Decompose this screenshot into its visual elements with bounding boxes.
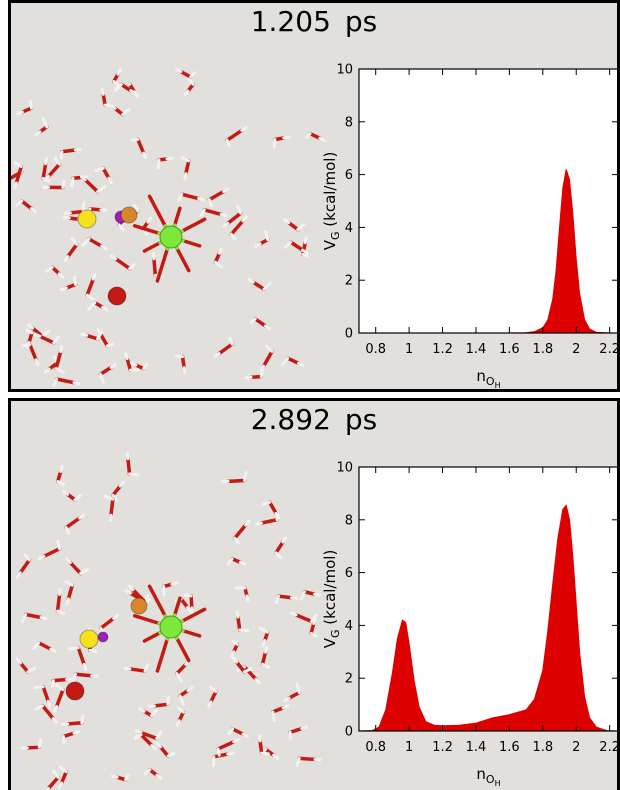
y-tick-label: 0 bbox=[345, 725, 353, 740]
phosphorus-atom-icon bbox=[130, 597, 148, 615]
x-tick-label: 1.2 bbox=[432, 342, 453, 357]
x-axis-title: nOH bbox=[476, 765, 500, 788]
y-tick-label: 2 bbox=[345, 274, 353, 289]
panel-top: 1.205 ps 0.8 1 1.2 1.4 1.6 1.8 2 2.2 0 2 4 6 8 10 nOH VG… bbox=[8, 0, 620, 392]
sulfur-atom-icon bbox=[77, 209, 97, 229]
x-tick-label: 1.4 bbox=[466, 740, 487, 755]
y-tick-label: 2 bbox=[345, 672, 353, 687]
water-molecules bbox=[11, 67, 326, 387]
y-tick-label: 4 bbox=[345, 619, 353, 634]
y-axis-title: VG (kcal/mol) bbox=[321, 152, 342, 251]
free-energy-area bbox=[359, 169, 617, 334]
y-tick-label: 6 bbox=[345, 168, 353, 183]
plot-frame bbox=[358, 68, 617, 334]
time-unit: ps bbox=[344, 403, 378, 436]
y-tick-label: 10 bbox=[336, 461, 353, 476]
time-value: 1.205 bbox=[250, 5, 331, 38]
metal-ion-icon bbox=[159, 225, 183, 249]
free-energy-chart: 0.8 1 1.2 1.4 1.6 1.8 2 2.2 0 2 4 6 8 10 nOH VG (kcal/m… bbox=[321, 63, 620, 390]
sulfur-atom-icon bbox=[79, 629, 99, 649]
y-tick-label: 8 bbox=[345, 513, 353, 528]
free-energy-area bbox=[358, 504, 617, 732]
x-tick-label: 2 bbox=[572, 740, 580, 755]
x-tick-label: 1.6 bbox=[499, 740, 520, 755]
x-tick-label: 2.2 bbox=[599, 342, 620, 357]
x-axis-title: nOH bbox=[476, 367, 500, 390]
x-tick-label: 0.8 bbox=[365, 740, 386, 755]
x-tick-label: 2 bbox=[572, 342, 580, 357]
time-label: 2.892 ps bbox=[11, 405, 617, 435]
x-tick-label: 1.8 bbox=[532, 342, 553, 357]
y-tick-label: 0 bbox=[345, 327, 353, 342]
time-label: 1.205 ps bbox=[11, 7, 617, 37]
molecular-scene bbox=[15, 452, 322, 790]
oxygen-atom-icon bbox=[65, 681, 85, 701]
y-tick-label: 4 bbox=[345, 221, 353, 236]
metal-ion-icon bbox=[159, 615, 183, 639]
x-tick-label: 1 bbox=[405, 740, 413, 755]
x-tick-label: 1.4 bbox=[466, 342, 487, 357]
plot-frame bbox=[358, 466, 617, 732]
time-unit: ps bbox=[344, 5, 378, 38]
x-tick-label: 0.8 bbox=[365, 342, 386, 357]
oxygen-atom-icon bbox=[107, 286, 127, 306]
x-tick-label: 1 bbox=[405, 342, 413, 357]
y-tick-label: 10 bbox=[336, 63, 353, 78]
phosphorus-atom-icon bbox=[120, 206, 138, 224]
y-tick-label: 6 bbox=[345, 566, 353, 581]
free-energy-chart: 0.8 1 1.2 1.4 1.6 1.8 2 2.2 0 2 4 6 8 10 nOH VG (kcal/m… bbox=[321, 461, 620, 788]
x-tick-label: 2.2 bbox=[599, 740, 620, 755]
x-tick-label: 1.8 bbox=[532, 740, 553, 755]
x-tick-label: 1.6 bbox=[499, 342, 520, 357]
iodine-atom-icon bbox=[97, 631, 109, 643]
panel-bottom: 2.892 ps 0.8 1 1.2 1.4 1.6 1.8 2 2.2 0 2 4 6 8 10 nOH VG… bbox=[8, 398, 620, 790]
water-molecules bbox=[15, 452, 322, 790]
time-value: 2.892 bbox=[250, 403, 331, 436]
x-tick-label: 1.2 bbox=[432, 740, 453, 755]
y-tick-label: 8 bbox=[345, 115, 353, 130]
y-axis-title: VG (kcal/mol) bbox=[321, 550, 342, 649]
molecular-scene bbox=[11, 67, 326, 387]
